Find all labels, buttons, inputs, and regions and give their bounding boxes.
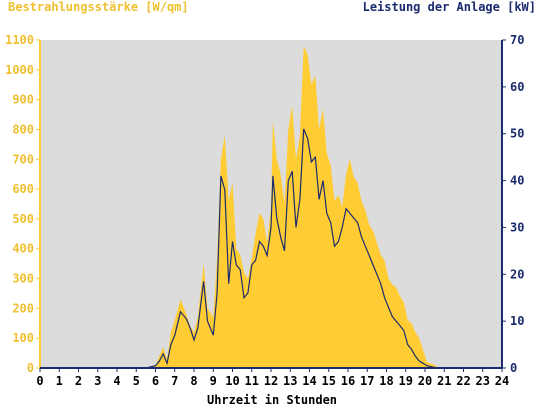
x-tick-label: 24 <box>495 374 509 388</box>
left-tick-label: 1000 <box>5 63 34 77</box>
x-tick-label: 19 <box>399 374 413 388</box>
left-tick-label: 300 <box>12 272 34 286</box>
right-tick-label: 50 <box>510 127 524 141</box>
right-tick-label: 0 <box>510 361 517 375</box>
x-tick-label: 7 <box>171 374 178 388</box>
left-tick-label: 100 <box>12 331 34 345</box>
x-tick-label: 4 <box>113 374 120 388</box>
x-tick-label: 22 <box>456 374 470 388</box>
x-tick-label: 18 <box>379 374 393 388</box>
x-tick-label: 1 <box>56 374 63 388</box>
x-tick-label: 13 <box>283 374 297 388</box>
right-tick-label: 40 <box>510 174 524 188</box>
x-tick-label: 9 <box>210 374 217 388</box>
power-line <box>40 128 502 369</box>
left-tick-label: 600 <box>12 182 34 196</box>
x-tick-label: 16 <box>341 374 355 388</box>
right-tick-label: 60 <box>510 80 524 94</box>
left-tick-label: 400 <box>12 242 34 256</box>
x-tick-label: 10 <box>225 374 239 388</box>
x-tick-label: 11 <box>245 374 259 388</box>
right-tick-label: 30 <box>510 220 524 234</box>
x-tick-label: 17 <box>360 374 374 388</box>
x-tick-label: 3 <box>94 374 101 388</box>
left-axis-title: Bestrahlungsstärke [W/qm] <box>8 0 189 14</box>
left-tick-label: 700 <box>12 152 34 166</box>
left-tick-label: 0 <box>27 361 34 375</box>
right-tick-label: 70 <box>510 33 524 47</box>
left-tick-label: 200 <box>12 301 34 315</box>
x-tick-label: 21 <box>437 374 451 388</box>
left-tick-label: 500 <box>12 212 34 226</box>
x-tick-label: 8 <box>190 374 197 388</box>
x-tick-label: 15 <box>322 374 336 388</box>
x-tick-label: 20 <box>418 374 432 388</box>
x-tick-label: 5 <box>133 374 140 388</box>
x-tick-label: 2 <box>75 374 82 388</box>
left-tick-label: 900 <box>12 93 34 107</box>
x-tick-label: 12 <box>264 374 278 388</box>
left-tick-label: 800 <box>12 122 34 136</box>
irradiance-area <box>40 46 502 368</box>
x-axis-title: Uhrzeit in Stunden <box>206 393 338 407</box>
x-tick-label: 14 <box>302 374 316 388</box>
right-axis-title: Leistung der Anlage [kW] <box>362 0 536 14</box>
right-tick-label: 10 <box>510 314 524 328</box>
right-tick-label: 20 <box>510 267 524 281</box>
x-tick-label: 23 <box>476 374 490 388</box>
left-tick-label: 1100 <box>5 33 34 47</box>
x-tick-label: 0 <box>36 374 43 388</box>
x-tick-label: 6 <box>152 374 159 388</box>
